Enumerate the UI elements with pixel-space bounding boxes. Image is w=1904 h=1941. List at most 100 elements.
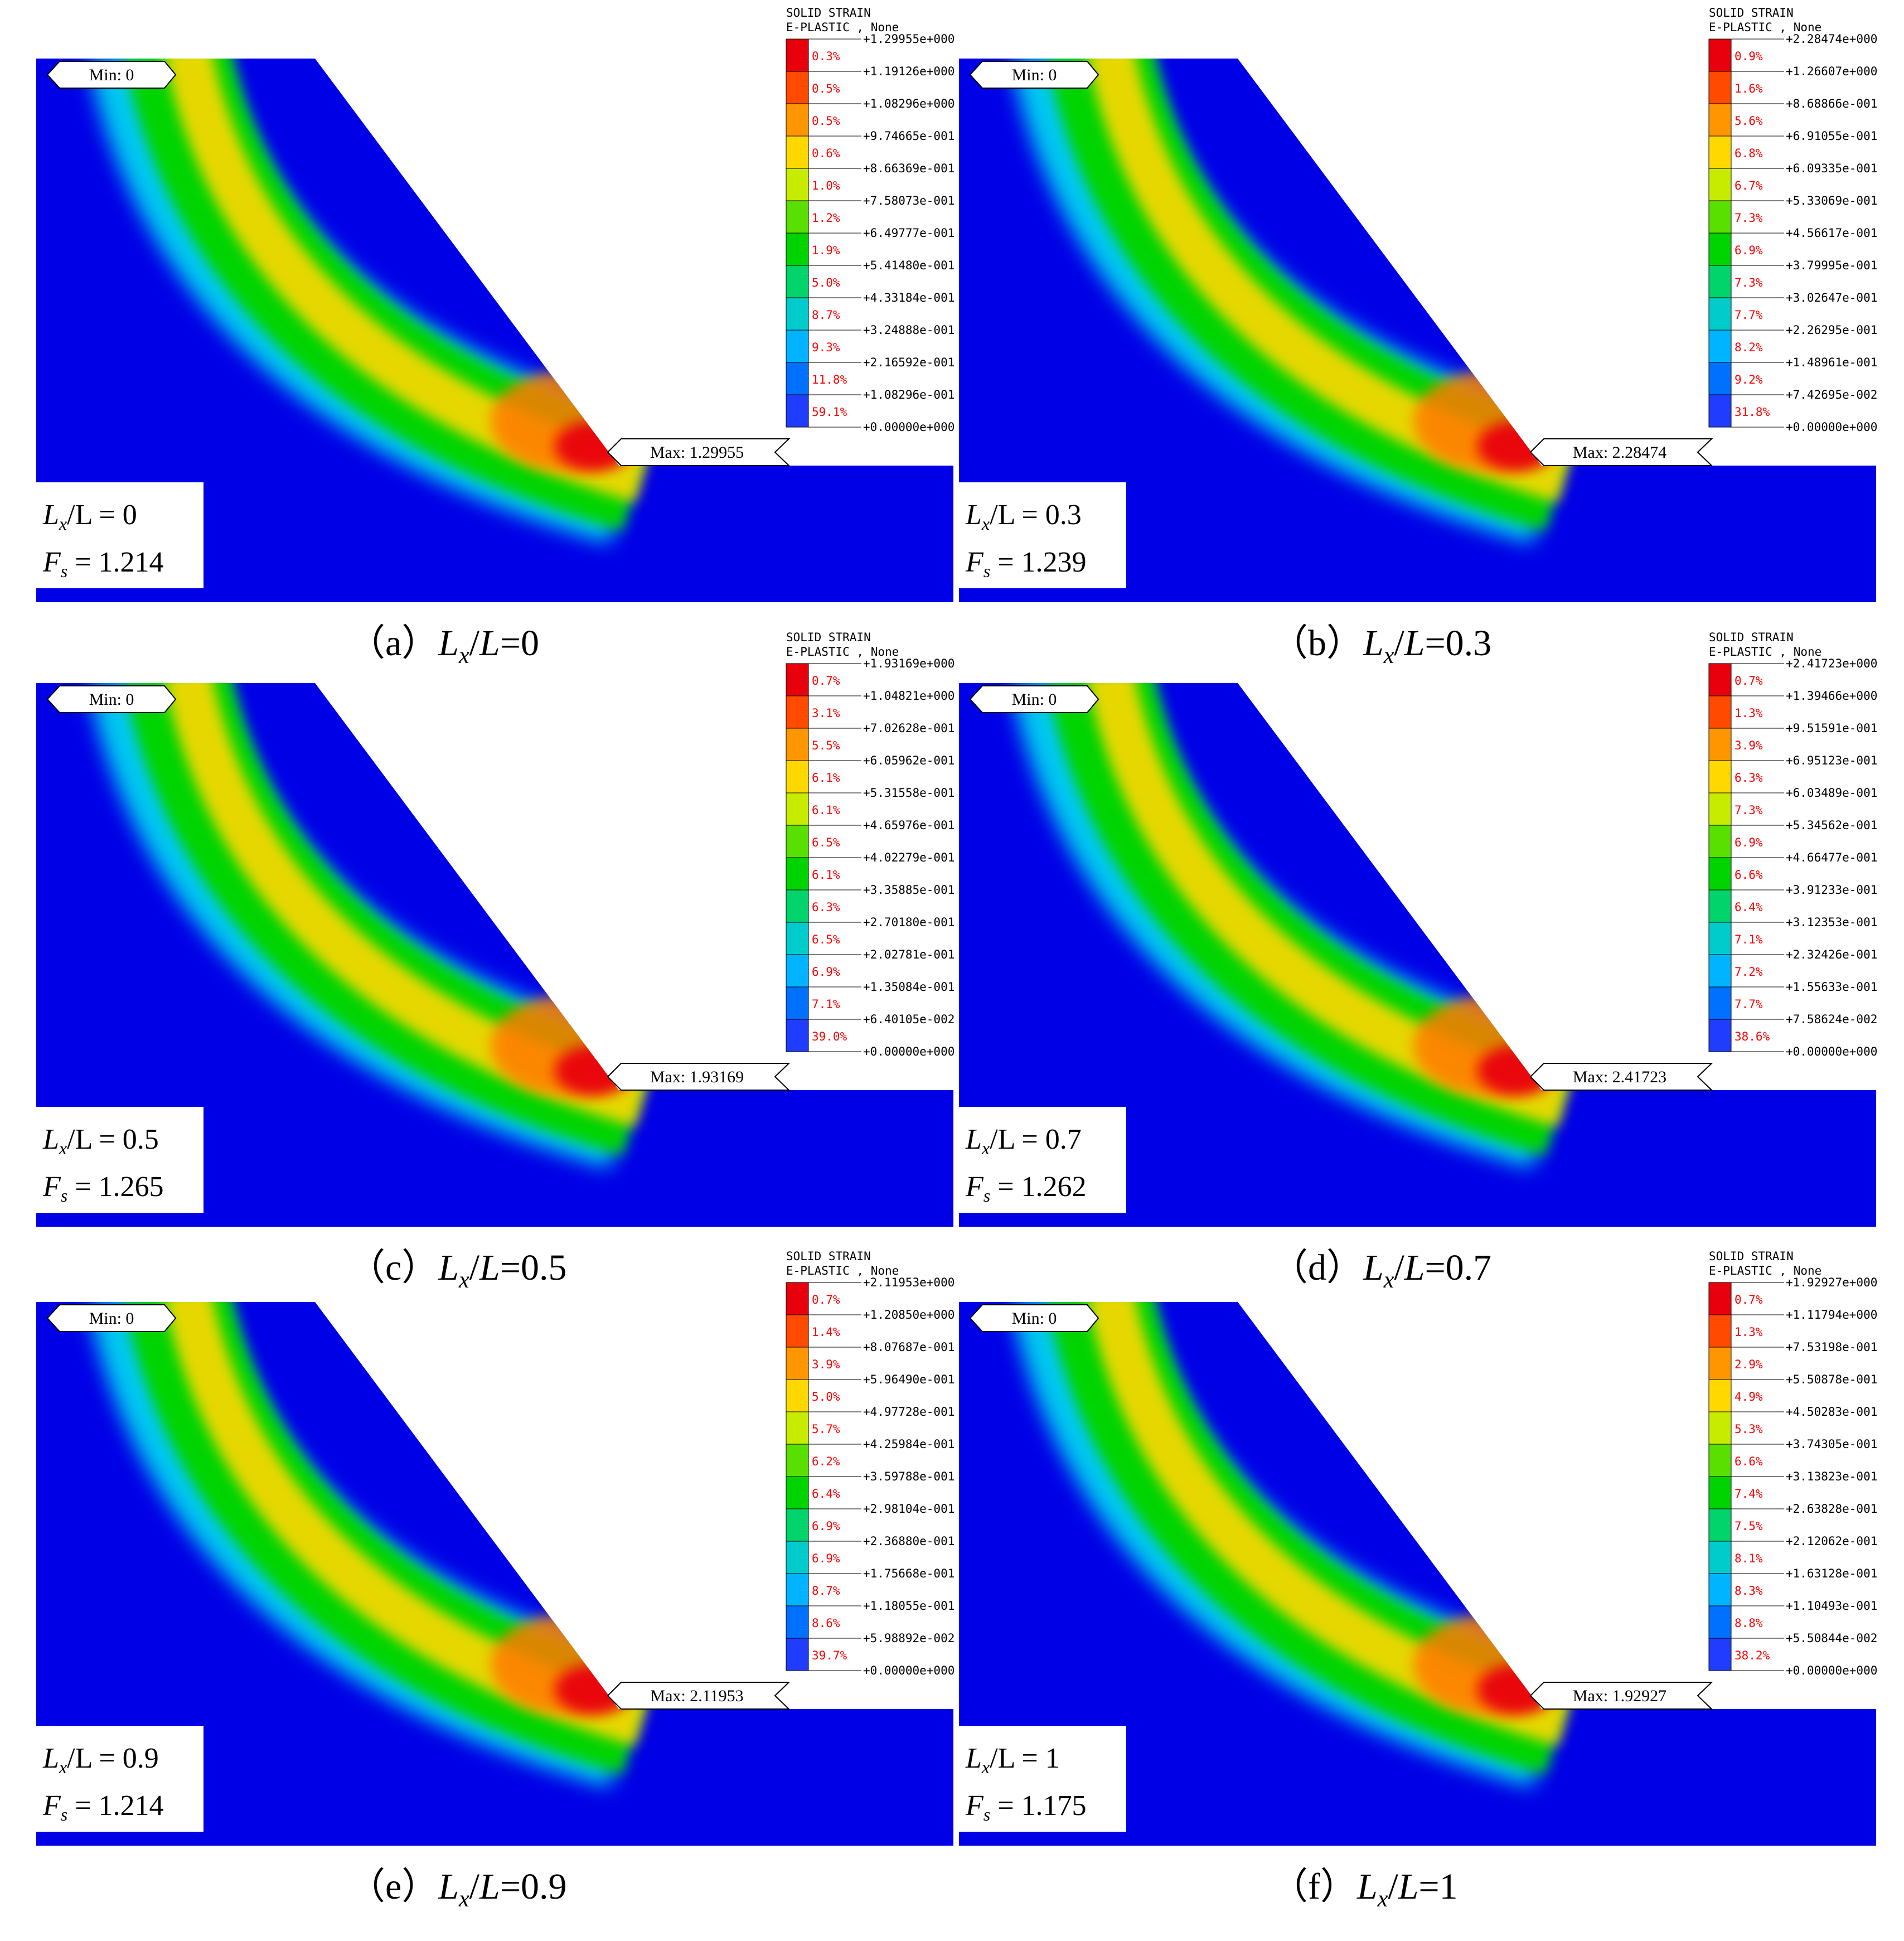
legend-value: +9.74665e-001 (863, 129, 955, 143)
legend-percent: 7.4% (1735, 1487, 1763, 1500)
legend-percent: 5.0% (812, 1390, 840, 1403)
legend-percent: 7.7% (1735, 308, 1763, 322)
max-callout: Max: 1.93169 (607, 1063, 791, 1091)
legend-swatch (1708, 663, 1732, 696)
legend-swatch (1708, 695, 1732, 729)
legend-value: +5.98892e-002 (863, 1632, 955, 1645)
legend-percent: 3.1% (812, 706, 840, 720)
legend-swatch (1708, 728, 1732, 761)
legend-percent: 0.7% (1735, 1293, 1763, 1306)
legend-swatch (1708, 1379, 1732, 1412)
legend-value: +3.79995e-001 (1786, 259, 1877, 272)
legend-subtitle: E-PLASTIC , None (786, 21, 899, 34)
legend-value: +2.02781e-001 (863, 948, 955, 961)
legend-swatch (786, 889, 809, 923)
legend-subtitle: E-PLASTIC , None (786, 645, 899, 659)
legend-swatch (1708, 1508, 1732, 1542)
legend-percent: 5.5% (812, 739, 840, 752)
max-label: Max: 2.41723 (1573, 1068, 1666, 1086)
min-label: Min: 0 (1012, 1309, 1057, 1328)
result-label-box: Lx/L = 0.5 Fs = 1.265 (36, 1107, 204, 1213)
safety-factor-label: Fs = 1.265 (42, 1171, 164, 1206)
legend-swatch (1708, 168, 1732, 201)
max-label: Max: 2.11953 (650, 1687, 743, 1705)
legend-percent: 0.7% (1735, 674, 1763, 688)
legend-percent: 1.2% (812, 211, 840, 225)
panel-caption: （e）Lx/L=0.9 (348, 1866, 566, 1912)
legend-swatch (786, 857, 809, 890)
legend-swatch (1708, 1411, 1732, 1445)
panel-e: Min: 0 Max: 2.11953 Lx/L = 0.9 Fs = 1.214 SO… (36, 1250, 955, 1912)
legend-swatch (1708, 760, 1732, 793)
result-label-box: Lx/L = 0.7 Fs = 1.262 (959, 1107, 1126, 1213)
legend-percent: 6.5% (812, 933, 840, 946)
legend-swatch (1708, 889, 1732, 923)
lx-ratio-label: Lx/L = 0.9 (42, 1742, 159, 1777)
legend-swatch (786, 1444, 809, 1477)
legend-value: +3.13823e-001 (1786, 1470, 1877, 1483)
legend-title: SOLID STRAIN (786, 631, 871, 644)
legend-swatch (786, 1573, 809, 1606)
legend-swatch (1708, 1282, 1732, 1315)
legend-percent: 6.6% (1735, 868, 1763, 882)
legend-percent: 2.9% (1735, 1358, 1763, 1371)
legend-value: +3.24888e-001 (863, 323, 955, 337)
legend-value: +7.02628e-001 (863, 722, 955, 735)
safety-factor-label: Fs = 1.175 (965, 1790, 1087, 1824)
legend-value: +4.02279e-001 (863, 851, 955, 864)
max-label: Max: 1.93169 (650, 1068, 744, 1086)
panel-caption: （c）Lx/L=0.5 (348, 1247, 566, 1293)
legend-percent: 8.7% (812, 308, 840, 322)
legend-percent: 6.1% (812, 771, 840, 785)
legend-percent: 8.8% (1735, 1616, 1763, 1630)
legend-value: +7.58624e-002 (1786, 1013, 1877, 1026)
legend-value: +9.51591e-001 (1786, 722, 1877, 735)
legend-percent: 7.3% (1735, 803, 1763, 817)
min-callout: Min: 0 (46, 685, 177, 713)
legend-value: +3.91233e-001 (1786, 883, 1877, 897)
legend-value: +3.12353e-001 (1786, 916, 1877, 929)
legend-percent: 7.2% (1735, 965, 1763, 979)
legend-value: +4.33184e-001 (863, 291, 955, 304)
panel-caption: （b）Lx/L=0.3 (1271, 623, 1491, 669)
legend-swatch (1708, 265, 1732, 298)
legend-percent: 1.9% (812, 244, 840, 257)
legend-swatch (786, 38, 809, 72)
legend-value: +4.97728e-001 (863, 1405, 955, 1419)
legend-percent: 8.2% (1735, 341, 1763, 354)
legend-swatch (1708, 233, 1732, 266)
legend-percent: 0.3% (812, 50, 840, 63)
min-callout: Min: 0 (46, 1304, 177, 1332)
legend-value: +2.70180e-001 (863, 916, 955, 929)
legend-swatch (786, 728, 809, 761)
min-callout: Min: 0 (969, 685, 1099, 713)
legend-swatch (1708, 1347, 1732, 1380)
legend-percent: 39.7% (812, 1649, 847, 1662)
legend-percent: 6.9% (812, 1519, 840, 1533)
min-label: Min: 0 (1012, 66, 1057, 84)
legend-value: +8.07687e-001 (863, 1340, 955, 1354)
legend-percent: 1.0% (812, 179, 840, 192)
legend-title: SOLID STRAIN (1709, 6, 1794, 20)
strain-bands (88, 1302, 652, 1788)
legend-value: +8.68866e-001 (1786, 97, 1877, 110)
panel-d: Min: 0 Max: 2.41723 Lx/L = 0.7 Fs = 1.262 SO… (959, 631, 1877, 1293)
legend-percent: 6.2% (812, 1455, 840, 1468)
max-callout: Max: 1.29955 (607, 438, 791, 466)
legend-percent: 7.3% (1735, 276, 1763, 289)
legend-value: +1.39466e+000 (1786, 689, 1877, 703)
legend-percent: 38.6% (1735, 1030, 1770, 1043)
legend-percent: 0.7% (812, 1293, 840, 1306)
legend-swatch (1708, 792, 1732, 826)
legend-swatch (1708, 1541, 1732, 1574)
legend-swatch (786, 168, 809, 201)
panel-caption: （d）Lx/L=0.7 (1271, 1247, 1491, 1293)
legend-swatch (786, 103, 809, 137)
max-label: Max: 1.92927 (1573, 1687, 1666, 1705)
legend-value: +2.98104e-001 (863, 1502, 955, 1516)
